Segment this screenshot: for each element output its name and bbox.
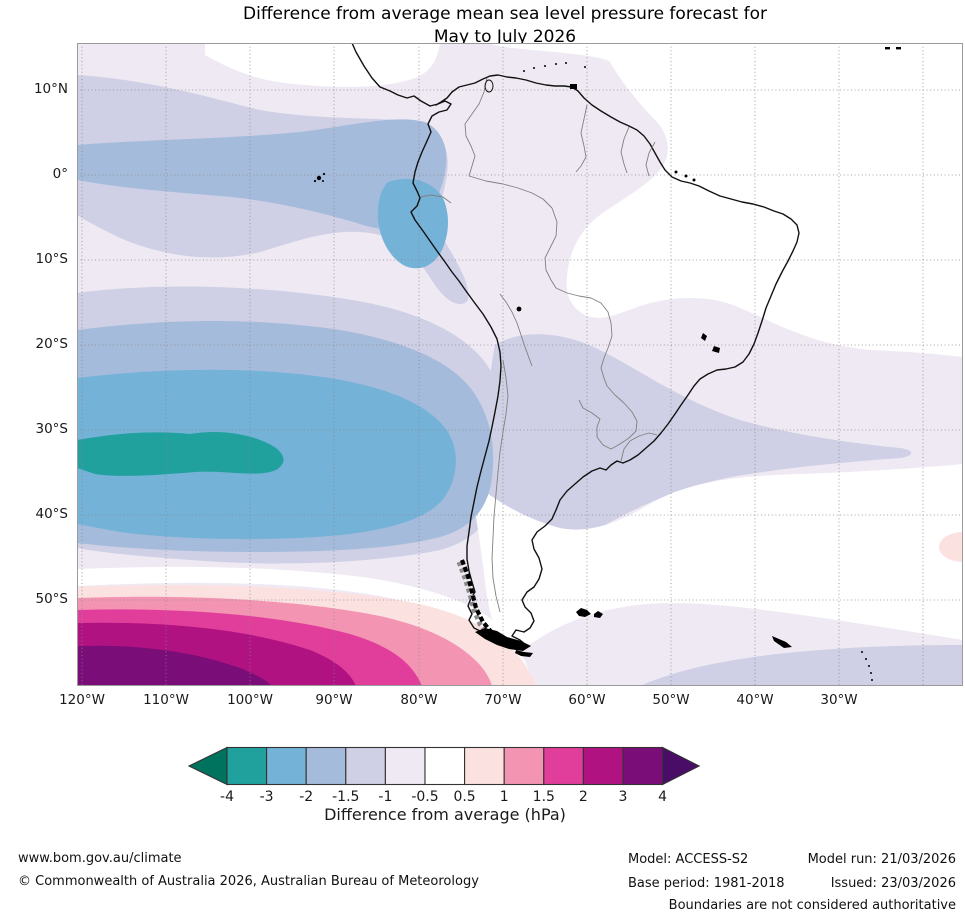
contour-atlantic-pink-blob [939,532,963,562]
colorbar-segment [305,746,347,786]
islands [313,47,901,681]
galapagos-islands [316,175,322,181]
colorbar-tick-label: -3 [259,789,274,805]
contour-top-white [205,43,440,87]
country-borders [419,77,658,613]
pressure-anomaly-map [77,43,963,686]
footer-copyright: © Commonwealth of Australia 2026, Austra… [18,874,479,889]
contour-se-corner-m15-m1 [640,645,963,686]
lat-tick-label: 20°S [35,336,69,352]
coastline-south-america [351,43,800,650]
contour-south-white [470,464,963,649]
footer-disclaimer: Boundaries are not considered authoritat… [668,898,956,913]
footer-model-run: Model run: 21/03/2026 [807,852,956,867]
title-line-1: Difference from average mean sea level p… [243,4,767,24]
colorbar-tick-label: 1 [499,789,509,805]
contour-se-band-m15-m1 [485,334,912,560]
lat-tick-label: 50°S [35,591,69,607]
colorbar-segment [187,746,228,786]
colorbar-segment [503,746,545,786]
title-line-2: May to July 2026 [433,27,577,47]
lon-tick-label: 100°W [227,692,273,708]
trinidad [570,84,577,89]
colorbar-segment [543,746,584,786]
colorbar-segment [464,746,505,786]
colorbar-tick-label: -2 [299,789,314,805]
figure-title: Difference from average mean sea level p… [25,3,965,49]
lon-tick-label: 50°W [652,692,690,708]
colorbar-tick-label: 1.5 [532,789,555,805]
colorbar-tick-label: -0.5 [411,789,439,805]
chilean-archipelago [456,559,533,657]
south-georgia [772,636,792,648]
lat-tick-label: 30°S [35,421,69,437]
contour-swband-white [77,566,535,686]
colorbar-segment [622,746,664,786]
footer-website: www.bom.gov.au/climate [18,851,182,866]
lat-tick-label: 40°S [35,506,69,522]
lake-titicaca [516,306,522,312]
colorbar-segment [226,746,268,786]
lat-tick-label: 10°N [33,81,68,97]
lon-tick-label: 60°W [568,692,606,708]
lon-tick-label: 80°W [400,692,438,708]
colorbar-tick-label: 3 [618,789,628,805]
footer-issued: Issued: 23/03/2026 [830,876,956,891]
colorbar-segment [384,746,426,786]
lat-tick-label: 10°S [35,251,69,267]
colorbar [187,746,701,786]
colorbar-tick-label: 0.5 [453,789,476,805]
gridlines [77,43,963,686]
map-frame [77,43,963,686]
colorbar-tick-label: 4 [658,789,668,805]
contour-equator-band-m2-m15 [77,119,447,230]
colorbar-segment [582,746,624,786]
colorbar-tick-label: 2 [578,789,588,805]
lon-tick-label: 30°W [820,692,858,708]
contour-coastpatch-m3-m2 [377,178,448,269]
colorbar-segment [266,746,307,786]
lat-tick-label: 0° [52,166,68,182]
lon-tick-label: 70°W [484,692,522,708]
footer-base-period: Base period: 1981-2018 [628,876,785,891]
lon-tick-label: 40°W [736,692,774,708]
falkland-islands [576,608,591,617]
colorbar-label: Difference from average (hPa) [324,805,566,824]
lon-tick-label: 110°W [143,692,189,708]
contour-amazonas-pale-pocket [519,141,561,195]
lon-tick-label: 120°W [59,692,105,708]
footer-model: Model: ACCESS-S2 [628,852,749,867]
contour-teal-core-m4-m3 [77,431,284,476]
contour-ne-white [490,43,963,357]
colorbar-tick-label: -1.5 [332,789,360,805]
colorbar-segment [662,746,701,786]
contour-p3-4 [77,645,272,686]
colorbar-segment [345,746,386,786]
lake-maracaibo [484,79,494,93]
colorbar-tick-label: -4 [220,789,234,805]
lon-tick-label: 90°W [315,692,353,708]
colorbar-segment [424,746,466,786]
colorbar-tick-label: -1 [378,789,393,805]
